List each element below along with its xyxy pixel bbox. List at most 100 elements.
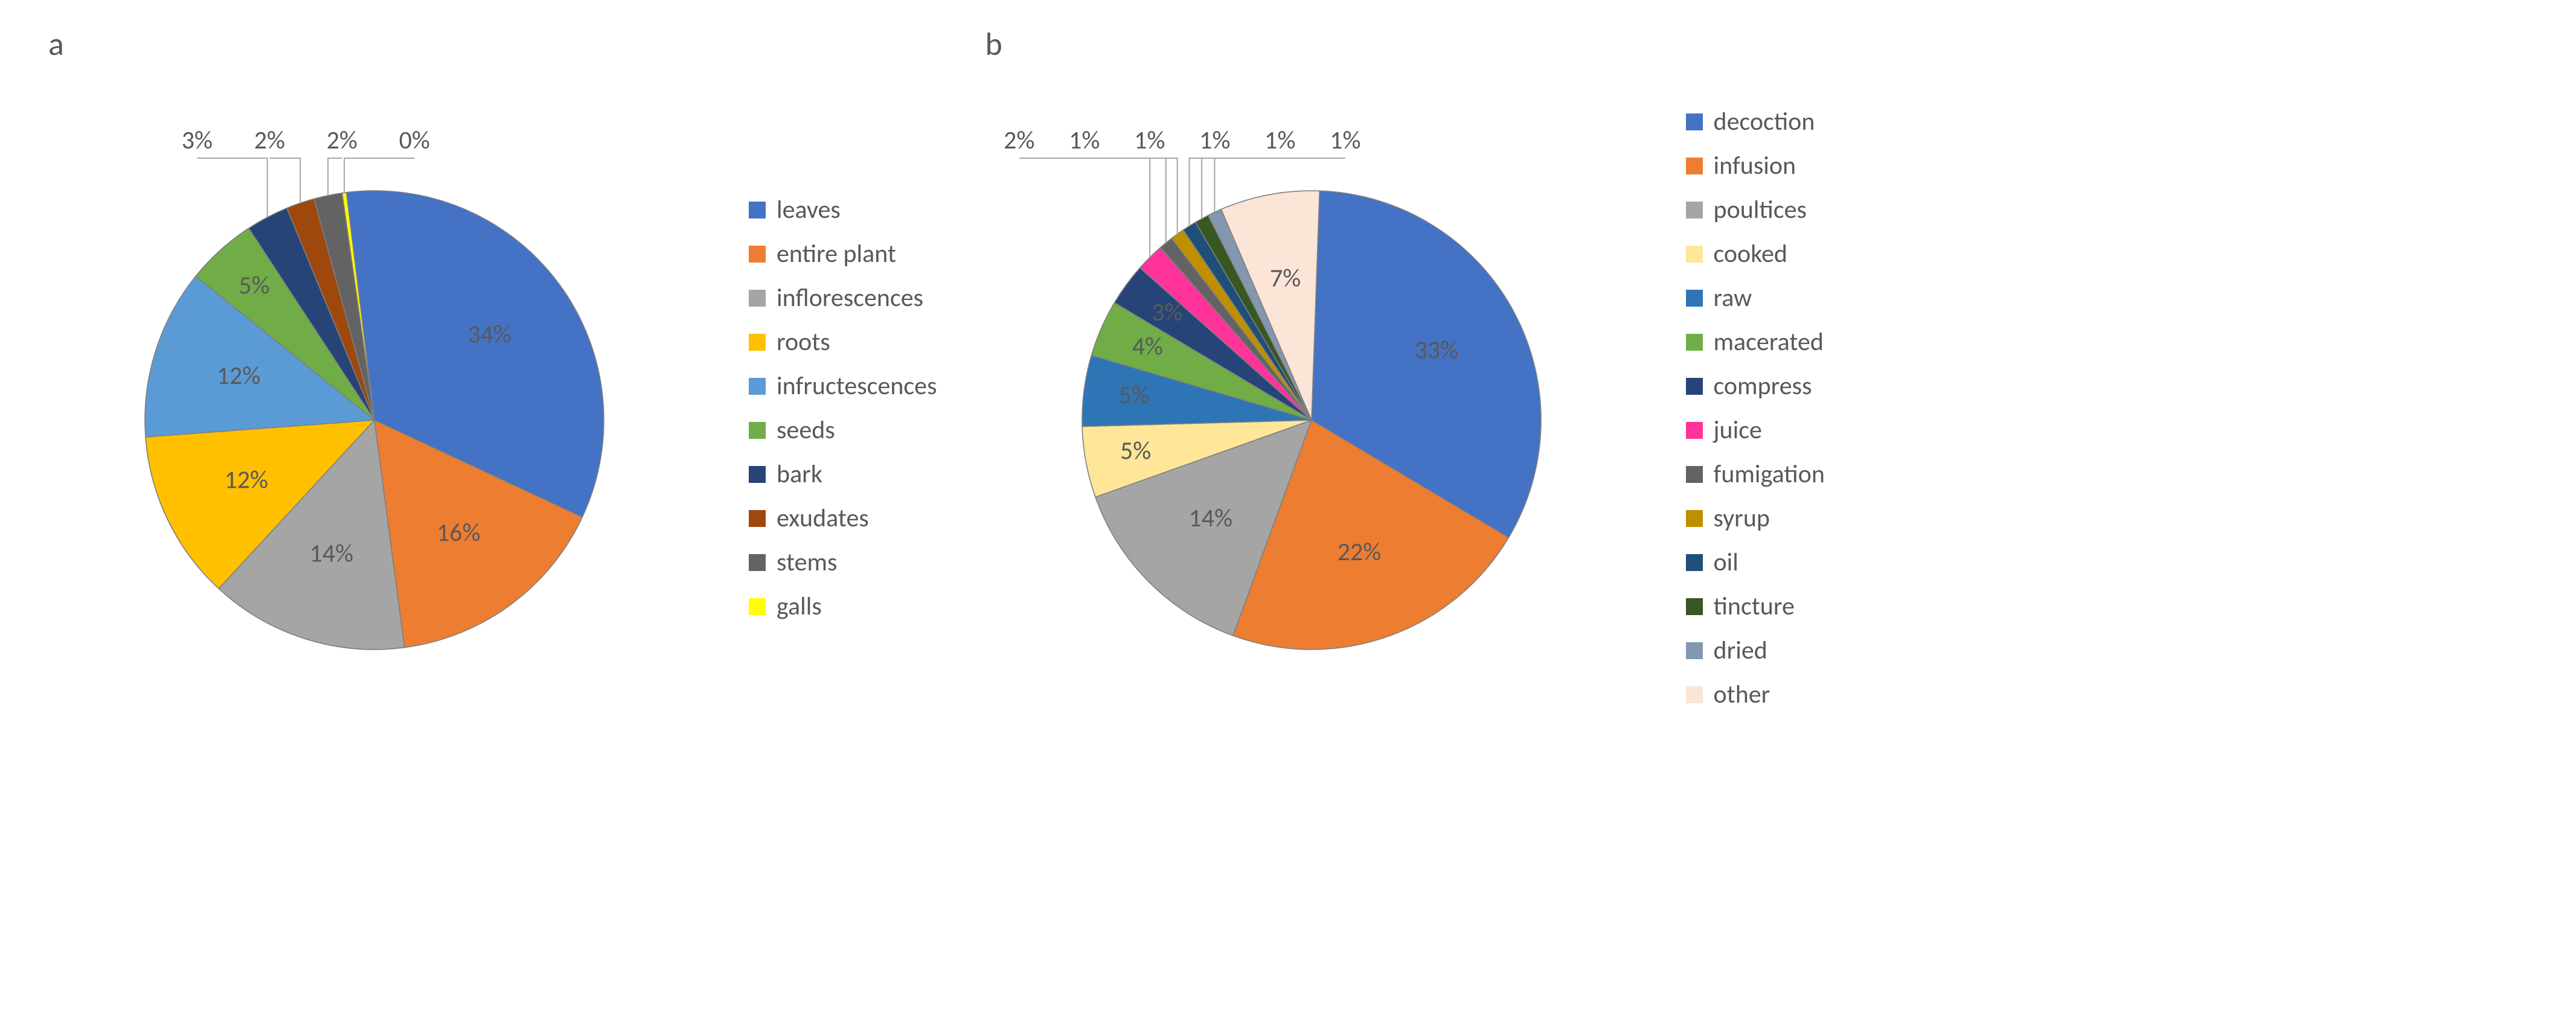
slice-percent-label: 22% — [1337, 537, 1381, 567]
slice-percent-label: 2% — [327, 125, 357, 156]
legend-swatch — [1686, 158, 1703, 174]
legend-label: raw — [1714, 282, 1752, 313]
legend-item: infructescences — [749, 371, 937, 401]
legend-swatch — [1686, 378, 1703, 395]
leader-line — [269, 158, 300, 203]
leader-line — [197, 158, 267, 217]
legend-swatch — [1686, 113, 1703, 130]
legend-label: bark — [777, 459, 822, 490]
legend-label: stems — [777, 547, 837, 578]
legend-swatch — [749, 510, 766, 527]
legend-item: infusion — [1686, 150, 1825, 181]
slice-percent-label: 1% — [1330, 125, 1360, 156]
legend-label: inflorescences — [777, 282, 923, 313]
legend-item: other — [1686, 679, 1825, 710]
legend-swatch — [1686, 598, 1703, 615]
legend-swatch — [1686, 290, 1703, 307]
legend-swatch — [749, 466, 766, 483]
legend-item: compress — [1686, 371, 1825, 401]
slice-percent-label: 14% — [1188, 503, 1232, 534]
legend-label: cooked — [1714, 238, 1787, 269]
legend-item: juice — [1686, 415, 1825, 445]
slice-percent-label: 0% — [399, 125, 430, 156]
legend-swatch — [749, 334, 766, 351]
legend-item: syrup — [1686, 503, 1825, 534]
slice-percent-label: 2% — [1004, 125, 1034, 156]
panel-body-a: 34%16%14%12%12%5%3%2%2%0% leavesentire p… — [36, 70, 937, 746]
legend-label: macerated — [1714, 327, 1824, 357]
legend-swatch — [1686, 334, 1703, 351]
legend-item: dried — [1686, 635, 1825, 666]
legend-swatch — [749, 598, 766, 615]
slice-percent-label: 33% — [1414, 334, 1458, 365]
leader-line — [1019, 158, 1149, 257]
slice-percent-label: 1% — [1069, 125, 1100, 156]
legend-swatch — [749, 290, 766, 307]
legend-swatch — [1686, 686, 1703, 703]
legend-label: roots — [777, 327, 830, 357]
legend-swatch — [1686, 422, 1703, 439]
legend-label: exudates — [777, 503, 869, 534]
slice-percent-label: 3% — [182, 125, 213, 156]
legend-item: roots — [749, 327, 937, 357]
legend-label: tincture — [1714, 591, 1795, 622]
legend-label: entire plant — [777, 238, 896, 269]
slice-percent-label: 5% — [1120, 436, 1151, 467]
legend-swatch — [749, 554, 766, 571]
legend-item: exudates — [749, 503, 937, 534]
pie-chart-a: 34%16%14%12%12%5%3%2%2%0% — [36, 70, 713, 746]
slice-percent-label: 4% — [1132, 331, 1162, 362]
legend-label: infructescences — [777, 371, 937, 401]
legend-swatch — [1686, 246, 1703, 263]
legend-label: syrup — [1714, 503, 1770, 534]
legend-swatch — [749, 378, 766, 395]
slice-percent-label: 3% — [1152, 297, 1182, 328]
legend-item: decoction — [1686, 106, 1825, 137]
legend-swatch — [1686, 642, 1703, 659]
legend-item: raw — [1686, 282, 1825, 313]
panel-label-a: a — [48, 24, 937, 64]
slice-percent-label: 5% — [1118, 380, 1149, 410]
legend-swatch — [1686, 466, 1703, 483]
legend-item: bark — [749, 459, 937, 490]
legend-a: leaves entire plant inflorescences roots inf… — [749, 194, 937, 622]
legend-item: leaves — [749, 194, 937, 225]
legend-swatch — [749, 202, 766, 219]
legend-label: juice — [1714, 415, 1762, 445]
slice-percent-label: 2% — [254, 125, 285, 156]
legend-item: entire plant — [749, 238, 937, 269]
slice-percent-label: 1% — [1264, 125, 1295, 156]
figure: a 34%16%14%12%12%5%3%2%2%0% leavesentire… — [0, 0, 2576, 782]
legend-swatch — [1686, 202, 1703, 219]
panel-label-b: b — [985, 24, 1825, 64]
legend-item: galls — [749, 591, 937, 622]
legend-item: cooked — [1686, 238, 1825, 269]
legend-swatch — [1686, 554, 1703, 571]
slice-percent-label: 7% — [1270, 263, 1301, 293]
legend-item: macerated — [1686, 327, 1825, 357]
legend-label: decoction — [1714, 106, 1815, 137]
legend-item: oil — [1686, 547, 1825, 578]
slice-percent-label: 14% — [310, 538, 354, 569]
legend-swatch — [1686, 510, 1703, 527]
legend-label: dried — [1714, 635, 1767, 666]
legend-label: other — [1714, 679, 1770, 710]
slice-percent-label: 16% — [437, 517, 481, 548]
legend-swatch — [749, 422, 766, 439]
slice-percent-label: 1% — [1199, 125, 1230, 156]
slice-percent-label: 12% — [224, 464, 268, 495]
legend-item: poultices — [1686, 194, 1825, 225]
leader-line — [344, 158, 414, 193]
leader-line — [1084, 158, 1165, 243]
slice-percent-label: 12% — [217, 360, 261, 391]
leader-line — [328, 158, 342, 196]
panel-body-b: 33% 22% 14% 5% 5% 4%3% 2% 1% 1% 1% 1% 1% 7% decoctio… — [973, 70, 1825, 746]
panel-b: b 33% 22% 14% 5% 5% 4%3% 2% 1% 1% 1% 1% 1% 7% decoct… — [973, 24, 1825, 746]
legend-item: tincture — [1686, 591, 1825, 622]
slice-percent-label: 1% — [1134, 125, 1165, 156]
legend-item: fumigation — [1686, 459, 1825, 490]
legend-label: leaves — [777, 194, 841, 225]
legend-label: infusion — [1714, 150, 1796, 181]
legend-label: oil — [1714, 547, 1738, 578]
legend-label: compress — [1714, 371, 1812, 401]
